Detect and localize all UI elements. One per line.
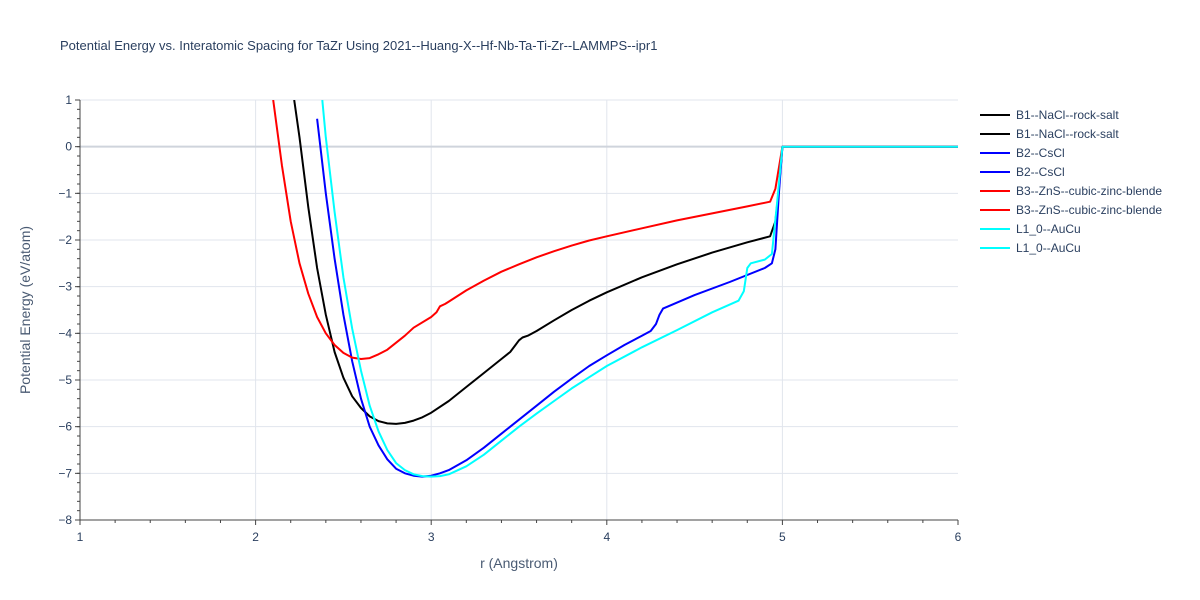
x-tick-label: 1 bbox=[77, 530, 84, 544]
legend[interactable]: B1--NaCl--rock-salt B1--NaCl--rock-salt B2… bbox=[980, 108, 1162, 255]
y-tick-labels: 1 0 −1 −2 −3 −4 −5 −6 −7 −8 bbox=[58, 93, 72, 527]
y-tick-label: 0 bbox=[65, 140, 72, 154]
y-tick-label: −8 bbox=[58, 513, 72, 527]
y-tick-label: −4 bbox=[58, 326, 72, 340]
y-axis-title: Potential Energy (eV/atom) bbox=[17, 226, 33, 394]
y-tick-label: −5 bbox=[58, 373, 72, 387]
series-line-l1-0-aucu bbox=[321, 100, 958, 478]
legend-label: L1_0--AuCu bbox=[1016, 222, 1081, 236]
x-tick-label: 4 bbox=[603, 530, 610, 544]
legend-label: B2--CsCl bbox=[1016, 165, 1065, 179]
legend-item[interactable]: B2--CsCl bbox=[980, 146, 1065, 160]
legend-item[interactable]: L1_0--AuCu bbox=[980, 222, 1081, 236]
y-tick-label: −3 bbox=[58, 280, 72, 294]
x-axis-title: r (Angstrom) bbox=[480, 555, 558, 571]
legend-label: B1--NaCl--rock-salt bbox=[1016, 127, 1119, 141]
series-lines bbox=[272, 100, 958, 478]
legend-label: L1_0--AuCu bbox=[1016, 241, 1081, 255]
x-tick-label: 5 bbox=[779, 530, 786, 544]
series-line-b3-zns-cubic-zinc-blende bbox=[272, 100, 958, 360]
legend-item[interactable]: B3--ZnS--cubic-zinc-blende bbox=[980, 203, 1162, 217]
chart-title: Potential Energy vs. Interatomic Spacing… bbox=[60, 38, 657, 53]
legend-label: B2--CsCl bbox=[1016, 146, 1065, 160]
legend-item[interactable]: B2--CsCl bbox=[980, 165, 1065, 179]
series-line-b2-cscl bbox=[316, 118, 958, 478]
x-tick-label: 3 bbox=[428, 530, 435, 544]
legend-item[interactable]: B1--NaCl--rock-salt bbox=[980, 108, 1119, 122]
x-tick-label: 2 bbox=[252, 530, 259, 544]
y-tick-label: 1 bbox=[65, 93, 72, 107]
legend-item[interactable]: L1_0--AuCu bbox=[980, 241, 1081, 255]
grid-lines bbox=[80, 99, 958, 520]
y-tick-label: −7 bbox=[58, 466, 72, 480]
x-tick-labels: 1 2 3 4 5 6 bbox=[77, 530, 962, 544]
legend-label: B3--ZnS--cubic-zinc-blende bbox=[1016, 203, 1162, 217]
y-tick-label: −2 bbox=[58, 233, 72, 247]
legend-item[interactable]: B3--ZnS--cubic-zinc-blende bbox=[980, 184, 1162, 198]
y-tick-label: −1 bbox=[58, 186, 72, 200]
x-tick-label: 6 bbox=[955, 530, 962, 544]
y-tick-label: −6 bbox=[58, 420, 72, 434]
series-line-b1-nacl-rock-salt bbox=[293, 100, 958, 425]
legend-label: B1--NaCl--rock-salt bbox=[1016, 108, 1119, 122]
legend-label: B3--ZnS--cubic-zinc-blende bbox=[1016, 184, 1162, 198]
axes bbox=[75, 99, 959, 525]
legend-item[interactable]: B1--NaCl--rock-salt bbox=[980, 127, 1119, 141]
